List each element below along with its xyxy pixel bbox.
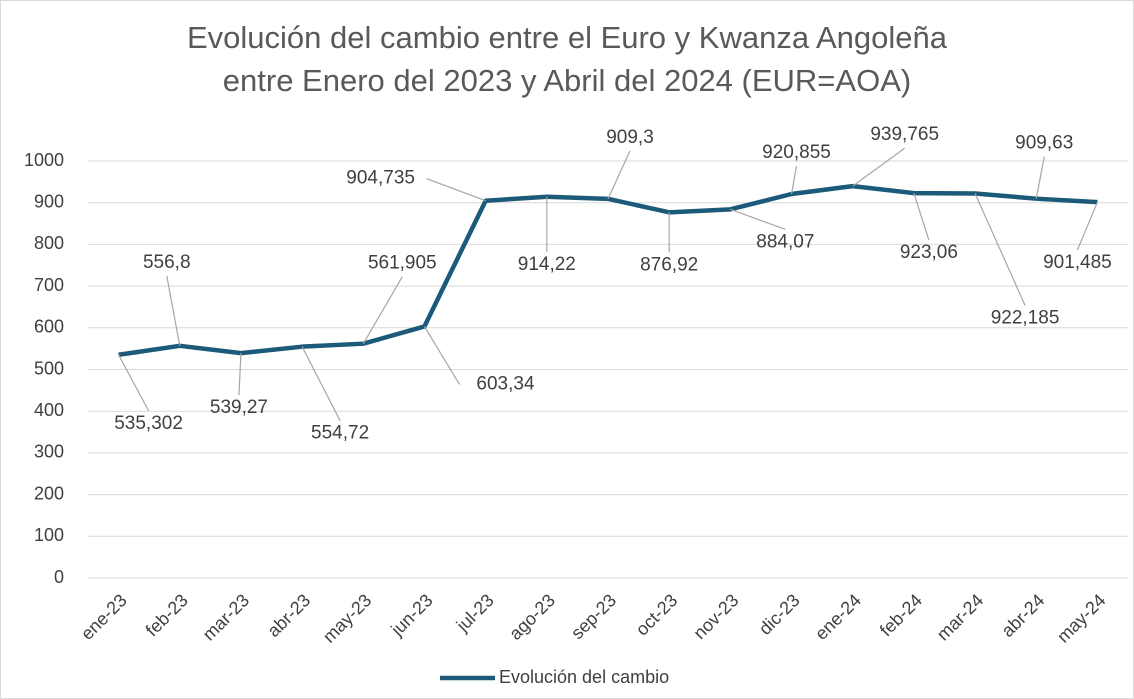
data-label: 539,27 <box>210 397 268 418</box>
leader-line <box>238 353 242 396</box>
y-tick-label: 200 <box>34 483 64 503</box>
data-label: 535,302 <box>114 413 183 434</box>
data-label: 876,92 <box>640 254 698 275</box>
leader-line <box>166 275 181 346</box>
leader-line <box>852 147 906 187</box>
leader-line <box>730 208 786 230</box>
leader-line <box>423 326 460 385</box>
leader-line <box>974 193 1026 306</box>
leader-line <box>362 276 403 344</box>
leader-line <box>607 150 631 200</box>
data-label: 901,485 <box>1043 252 1112 273</box>
data-label: 904,735 <box>346 168 415 189</box>
leader-line <box>790 165 798 195</box>
leader-line <box>301 346 341 421</box>
legend-label: Evolución del cambio <box>499 667 669 687</box>
data-label: 556,8 <box>143 252 191 273</box>
leader-line <box>1035 156 1045 199</box>
data-label: 554,72 <box>311 423 369 444</box>
y-tick-label: 900 <box>34 191 64 211</box>
leader-line <box>1076 201 1098 251</box>
data-label: 909,63 <box>1015 133 1073 154</box>
data-label: 909,3 <box>606 127 654 148</box>
y-tick-label: 100 <box>34 525 64 545</box>
leader-line <box>913 192 930 241</box>
data-label: 939,765 <box>870 124 939 145</box>
leader-line <box>118 354 150 412</box>
data-label: 920,855 <box>762 142 831 163</box>
y-tick-label: 0 <box>54 567 64 587</box>
y-tick-label: 700 <box>34 275 64 295</box>
y-tick-label: 800 <box>34 233 64 253</box>
y-tick-label: 500 <box>34 358 64 378</box>
data-label: 884,07 <box>756 231 814 252</box>
data-label: 923,06 <box>900 242 958 263</box>
data-line <box>118 183 1098 358</box>
y-tick-label: 1000 <box>24 150 64 170</box>
y-tick-label: 400 <box>34 400 64 420</box>
chart-title: Evolución del cambio entre el Euro y Kwa… <box>187 20 948 55</box>
data-label: 603,34 <box>476 373 535 394</box>
data-label: 561,905 <box>368 253 437 274</box>
data-label: 914,22 <box>518 254 576 275</box>
leader-line <box>426 178 486 202</box>
chart-title: entre Enero del 2023 y Abril del 2024 (E… <box>223 63 911 98</box>
data-label: 922,185 <box>991 307 1060 328</box>
y-tick-label: 600 <box>34 317 64 337</box>
y-tick-label: 300 <box>34 442 64 462</box>
